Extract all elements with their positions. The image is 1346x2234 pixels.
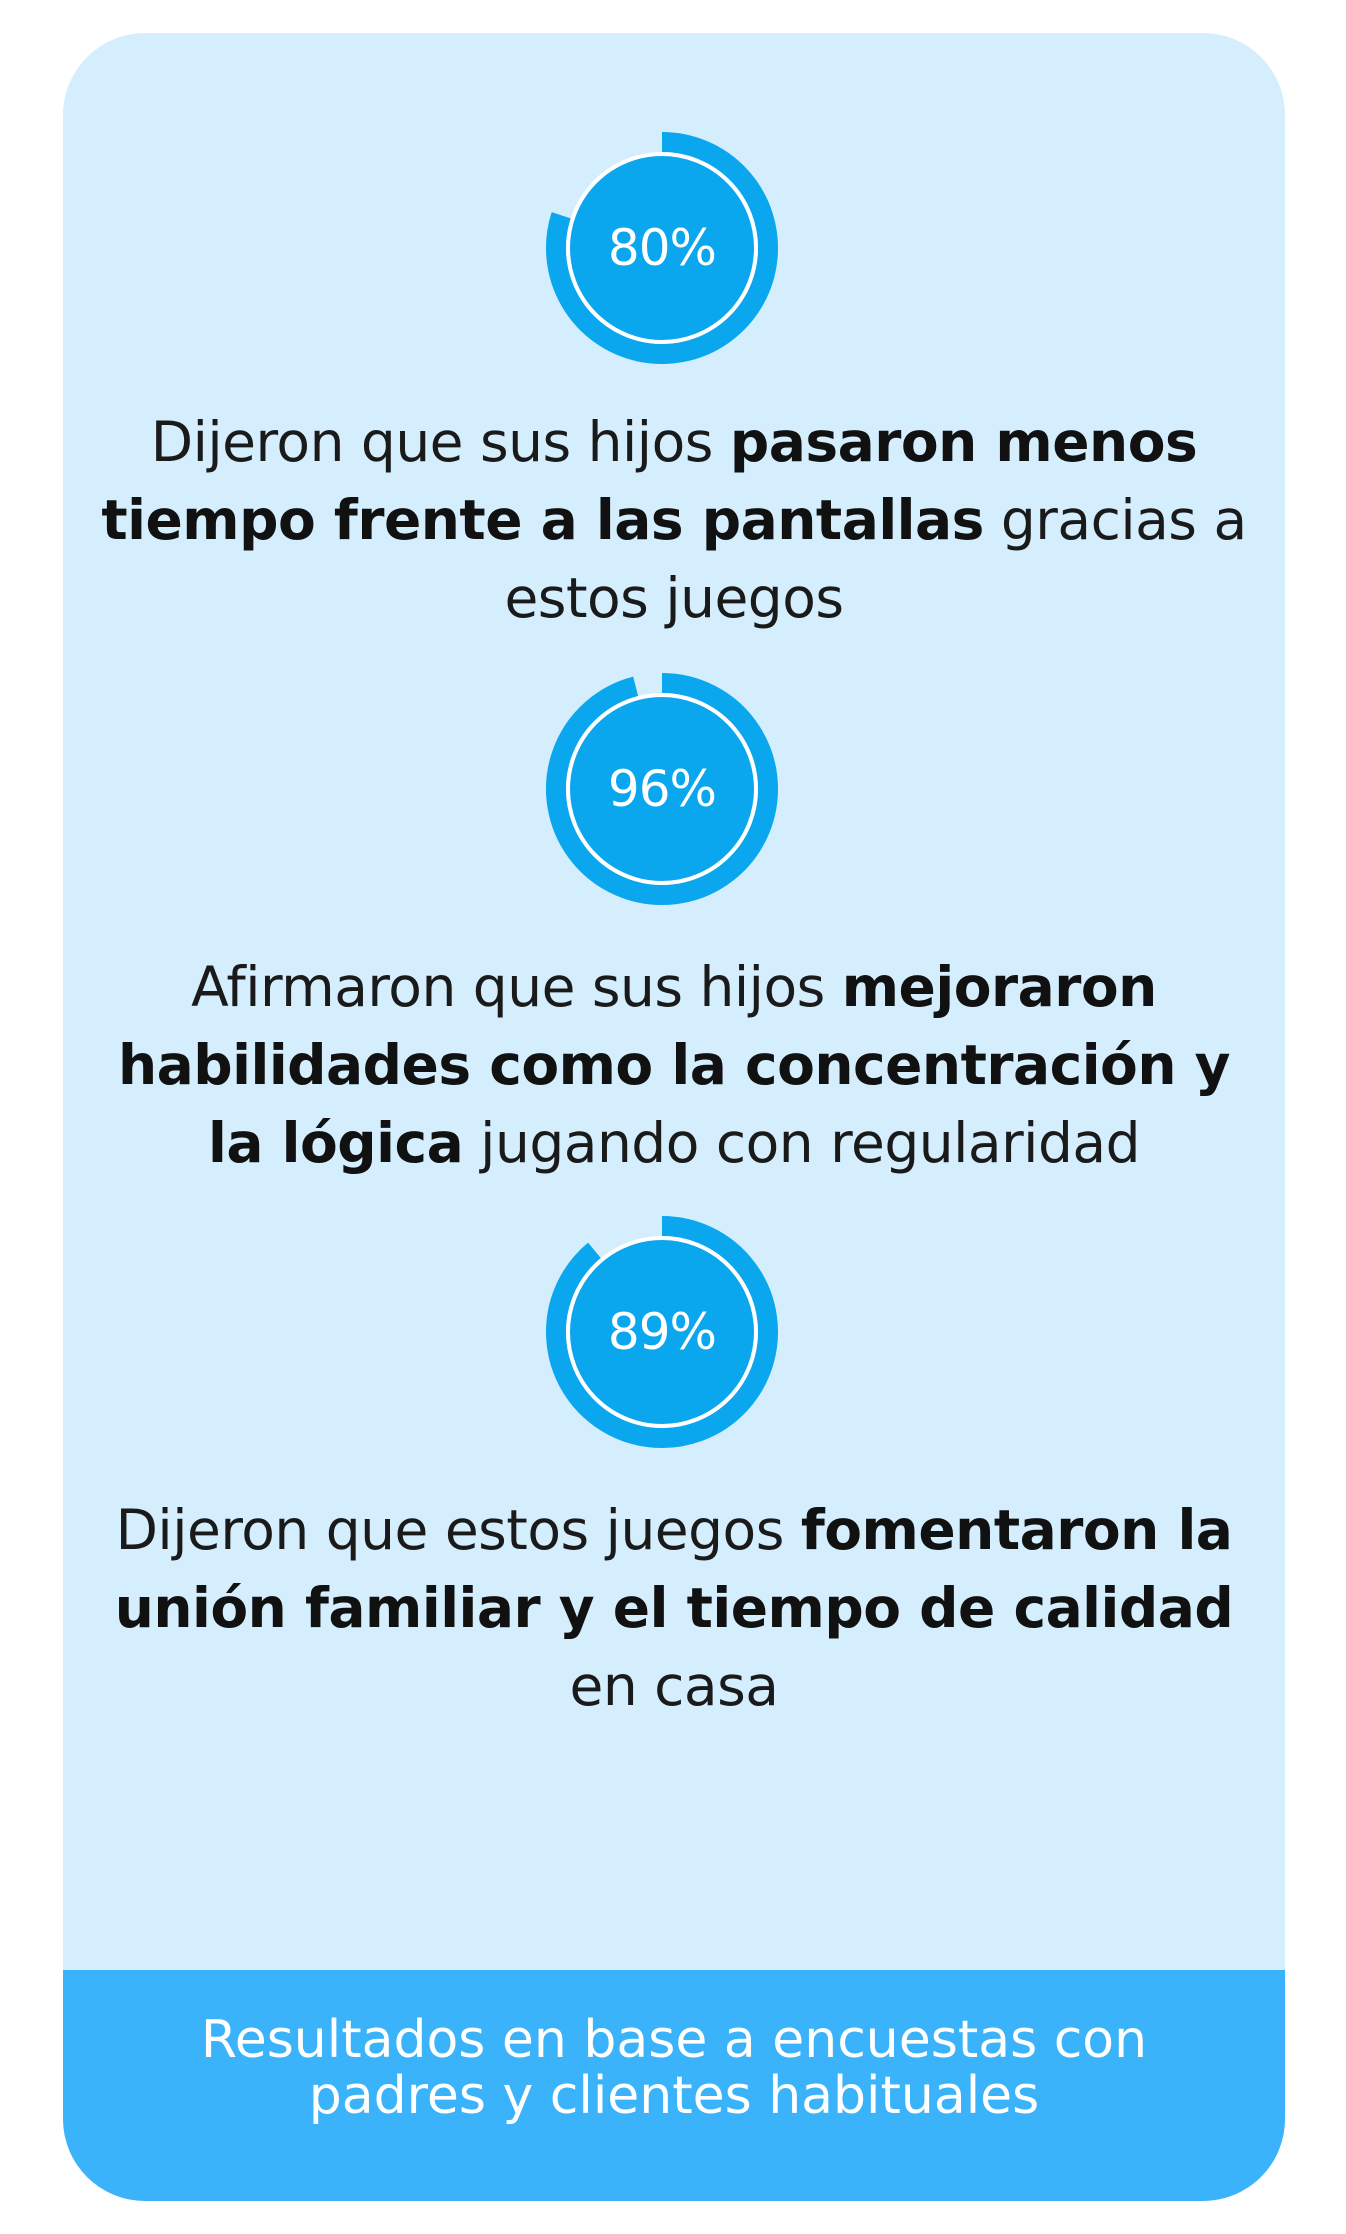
progress-arc: [546, 1216, 778, 1448]
stat-description: Dijeron que sus hijos pasaron menos tiem…: [83, 403, 1265, 637]
description-text: Afirmaron que sus hijos: [191, 955, 842, 1019]
progress-ring: 80%: [543, 129, 781, 367]
description-text-end: gracias a estos juegos: [504, 488, 1247, 630]
footer-banner: Resultados en base a encuestas con padre…: [63, 1970, 1285, 2201]
percent-value: 89%: [607, 1303, 717, 1361]
description-highlight: fomentaron la unión familiar y el tiempo…: [114, 1498, 1234, 1640]
progress-ring-graphic: [546, 673, 778, 905]
percent-value: 96%: [607, 760, 717, 818]
description-highlight: pasaron menos tiempo frente a las pantal…: [101, 410, 1198, 552]
description-text-end: jugando con regularidad: [463, 1111, 1140, 1175]
progress-arc: [546, 673, 778, 905]
stat-description: Afirmaron que sus hijos mejoraron habili…: [83, 948, 1265, 1182]
stat-description: Dijeron que estos juegos fomentaron la u…: [83, 1491, 1265, 1725]
progress-ring: 89%: [543, 1213, 781, 1451]
description-text: Dijeron que sus hijos: [150, 410, 730, 474]
progress-arc: [546, 132, 778, 364]
footer-note: Resultados en base a encuestas con padre…: [200, 2009, 1148, 2126]
percent-value: 80%: [607, 219, 717, 277]
progress-ring: 96%: [543, 670, 781, 908]
description-highlight: mejoraron habilidades como la concentrac…: [117, 955, 1231, 1175]
description-text-end: en casa: [569, 1654, 779, 1718]
progress-ring-graphic: [546, 132, 778, 364]
progress-ring-graphic: [546, 1216, 778, 1448]
stats-card: 80% Dijeron que sus hijos pasaron menos …: [63, 33, 1285, 2201]
description-text: Dijeron que estos juegos: [115, 1498, 801, 1562]
